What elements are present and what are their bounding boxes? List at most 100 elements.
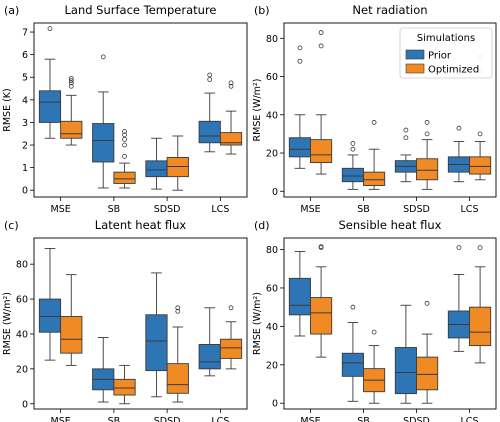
legend-label-prior: Prior	[428, 51, 452, 62]
y-tick-label: 7	[22, 28, 28, 39]
box-optimized	[363, 171, 386, 186]
x-tick-label: SB	[357, 204, 370, 215]
chart-panel-1: (a) Land Surface Temperature 0 1 2 3 4 5 6 7 RMSE …	[2, 3, 248, 215]
outlier-point	[424, 300, 430, 306]
outlier-point	[207, 77, 213, 82]
box-optimized	[113, 171, 136, 184]
panel-label: (c)	[4, 219, 19, 232]
box-prior	[198, 343, 221, 370]
chart-panel-4: (d) Sensible heat flux 0 20 40 60 80 RMSE (W/m²…	[252, 218, 497, 422]
x-tick-label: LCS	[461, 204, 479, 215]
y-tick-label: 2	[22, 141, 28, 152]
outlier-point	[350, 146, 356, 152]
chart-title: Land Surface Temperature	[64, 3, 216, 17]
legend-swatch-optimized	[405, 63, 425, 74]
x-tick-label: LCS	[461, 416, 479, 422]
box-optimized	[219, 338, 243, 359]
y-tick-label: 20	[16, 364, 28, 375]
x-tick-label: SDSD	[154, 416, 181, 422]
box-optimized	[416, 158, 439, 181]
box-prior	[92, 123, 115, 163]
box-prior	[198, 120, 221, 144]
chart-title: Net radiation	[352, 3, 427, 17]
y-tick-label: 40	[266, 322, 278, 333]
x-tick-label: SDSD	[403, 416, 430, 422]
x-tick-label: SDSD	[154, 204, 181, 215]
y-tick-label: 0	[272, 399, 278, 410]
box-optimized	[310, 139, 333, 164]
outlier-point	[68, 83, 74, 89]
y-tick-label: 4	[22, 95, 28, 106]
outlier-point	[318, 43, 324, 49]
y-tick-label: 60	[16, 295, 28, 306]
panel-label: (b)	[254, 4, 270, 17]
y-tick-label: 3	[22, 118, 28, 129]
outlier-point	[122, 129, 127, 134]
box-optimized	[469, 156, 492, 175]
outlier-point	[297, 45, 303, 51]
outlier-point	[318, 30, 324, 35]
outlier-point	[371, 329, 377, 335]
outlier-point	[207, 72, 213, 78]
outlier-point	[228, 80, 234, 86]
legend-label-optimized: Optimized	[428, 65, 479, 76]
panel-label: (a)	[4, 4, 19, 17]
outlier-point	[424, 131, 430, 137]
box-optimized	[416, 356, 439, 391]
box-optimized	[60, 120, 83, 139]
outlier-point	[68, 78, 74, 84]
outlier-point	[122, 132, 127, 138]
outlier-point	[228, 305, 234, 311]
panel-label: (d)	[254, 219, 270, 232]
outlier-point	[122, 142, 127, 148]
box-prior	[145, 160, 168, 178]
x-tick-label: MSE	[51, 204, 71, 215]
box-optimized	[60, 316, 83, 354]
y-tick-label: 80	[266, 34, 278, 45]
plot-frame	[33, 237, 248, 410]
chart-panel-2: (b) Net radiation 0 20 40 60 80 RMSE (W/m²) MSE S…	[252, 3, 497, 215]
chart-title: Latent heat flux	[95, 218, 187, 232]
outlier-point	[122, 136, 127, 142]
outlier-point	[100, 54, 106, 60]
chart-title: Sensible heat flux	[339, 218, 442, 232]
legend-title: Simulations	[417, 33, 475, 44]
plot-frame	[33, 22, 248, 198]
y-tick-label: 40	[266, 110, 278, 121]
outlier-point	[318, 244, 324, 250]
y-tick-label: 40	[16, 329, 28, 340]
y-tick-label: 80	[16, 260, 28, 271]
outlier-point	[68, 75, 74, 81]
y-axis-label: RMSE (W/m²)	[252, 79, 263, 142]
y-tick-label: 60	[266, 72, 278, 83]
outlier-point	[350, 304, 356, 310]
y-tick-label: 20	[266, 149, 278, 160]
box-optimized	[113, 378, 136, 396]
y-tick-label: 0	[272, 187, 278, 198]
box-prior	[38, 298, 62, 333]
box-optimized	[166, 157, 189, 178]
outlier-point	[477, 131, 483, 137]
outlier-point	[228, 83, 234, 89]
y-tick-label: 5	[22, 73, 28, 84]
box-optimized	[469, 306, 492, 347]
box-prior	[145, 314, 168, 372]
x-tick-label: LCS	[211, 416, 229, 422]
y-tick-label: 1	[22, 163, 28, 174]
outlier-point	[403, 135, 409, 141]
y-tick-label: 80	[266, 245, 278, 256]
x-tick-label: MSE	[51, 416, 71, 422]
plot-frame	[283, 22, 497, 198]
x-tick-label: SB	[357, 416, 370, 422]
outlier-point	[477, 245, 483, 251]
outlier-point	[350, 141, 356, 146]
box-optimized	[219, 132, 243, 146]
outlier-point	[456, 125, 462, 131]
x-tick-label: LCS	[211, 204, 229, 215]
box-prior	[341, 352, 364, 377]
box-prior	[38, 90, 62, 123]
outlier-point	[456, 245, 462, 251]
box-prior	[288, 277, 311, 316]
legend-swatch-prior	[405, 49, 425, 60]
